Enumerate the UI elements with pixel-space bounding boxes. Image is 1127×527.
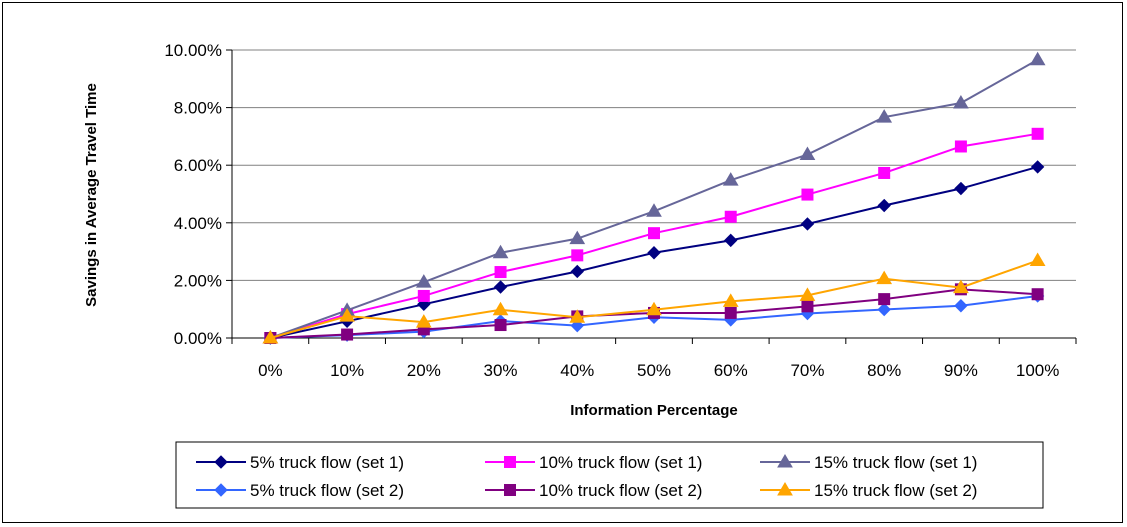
legend-marker [214,455,228,469]
data-point [569,230,586,245]
x-tick-label: 10% [330,361,364,380]
data-point [415,314,432,328]
data-point [646,301,662,316]
legend-label: 10% truck flow (set 2) [539,481,702,500]
legend-marker [214,483,228,497]
legend-item: 5% truck flow (set 2) [196,481,404,500]
data-point [954,299,968,313]
data-point [1029,51,1046,66]
legend-item: 15% truck flow (set 2) [760,481,977,500]
data-point [878,166,891,179]
data-point [877,198,891,213]
legend-label: 5% truck flow (set 2) [250,481,404,500]
legend-marker [504,456,516,468]
data-point [801,188,814,201]
legend-marker [777,454,793,468]
y-tick-labels: 0.00% 2.00% 4.00% 6.00% 8.00% 10.00% [164,41,222,348]
axes [226,49,1077,344]
data-point [339,308,355,322]
data-point [799,287,816,301]
series-line [270,259,1038,339]
x-tick-label: 100% [1016,361,1059,380]
y-tick-label: 6.00% [174,156,222,175]
legend: 5% truck flow (set 1) 10% truck flow (set… [175,441,1044,509]
data-point [262,330,279,344]
series-3 [262,51,1046,344]
data-point [1030,160,1045,174]
legend-label: 15% truck flow (set 2) [814,481,977,500]
data-point [1031,127,1044,140]
x-tick-label: 50% [637,361,671,380]
data-point [1031,288,1044,301]
data-point [800,217,815,231]
legend-label: 10% truck flow (set 1) [539,453,702,472]
x-tick-label: 90% [944,361,978,380]
data-point [493,280,508,294]
y-tick-label: 4.00% [174,214,222,233]
data-point [492,244,509,259]
data-point [492,301,509,316]
data-point [494,319,507,332]
legend-item: 10% truck flow (set 1) [485,453,702,472]
data-point [417,289,430,302]
data-point [722,293,739,307]
data-point [799,146,816,161]
x-tick-label: 40% [560,361,594,380]
x-tick-label: 30% [484,361,518,380]
legend-item: 10% truck flow (set 2) [485,481,702,500]
data-point [724,210,737,223]
y-tick-label: 0.00% [174,329,222,348]
data-point [646,203,662,217]
legend-marker [504,484,516,496]
data-point [571,249,584,262]
data-point [801,300,814,313]
data-point [1029,252,1046,267]
x-tick-label: 80% [867,361,901,380]
gridlines [232,49,1076,281]
data-point [415,274,432,288]
y-tick-label: 10.00% [164,41,222,60]
data-point [954,181,968,196]
data-point [341,328,354,341]
data-point [877,302,891,317]
legend-item: 5% truck flow (set 1) [196,453,404,472]
x-tick-labels: 0% 10% 20% 30% 40% 50% 60% 70% 80% 90% 100% [258,361,1059,380]
legend-label: 15% truck flow (set 1) [814,453,977,472]
data-point [722,172,739,186]
series-6 [262,252,1046,344]
data-point [878,293,891,306]
legend-item: 15% truck flow (set 1) [760,453,977,472]
data-point [876,270,893,285]
x-tick-label: 0% [258,361,283,380]
x-axis-label: Information Percentage [570,402,738,419]
series-group [262,51,1046,345]
y-tick-label: 8.00% [174,99,222,118]
legend-box [175,441,1044,509]
data-point [876,109,893,123]
data-point [953,94,969,109]
x-tick-label: 60% [714,361,748,380]
data-point [647,246,661,260]
series-line [270,58,1039,339]
data-point [724,233,738,248]
data-point [570,264,584,279]
legend-label: 5% truck flow (set 1) [250,453,404,472]
data-point [494,266,507,279]
x-tick-label: 20% [407,361,441,380]
x-tick-label: 70% [790,361,824,380]
legend-marker [777,482,793,496]
data-point [954,140,967,153]
data-point [569,309,586,323]
y-tick-label: 2.00% [174,271,222,290]
data-point [724,306,737,319]
data-point [953,279,969,294]
data-point [648,227,660,240]
y-axis-label: Savings in Average Travel Time [83,83,100,307]
